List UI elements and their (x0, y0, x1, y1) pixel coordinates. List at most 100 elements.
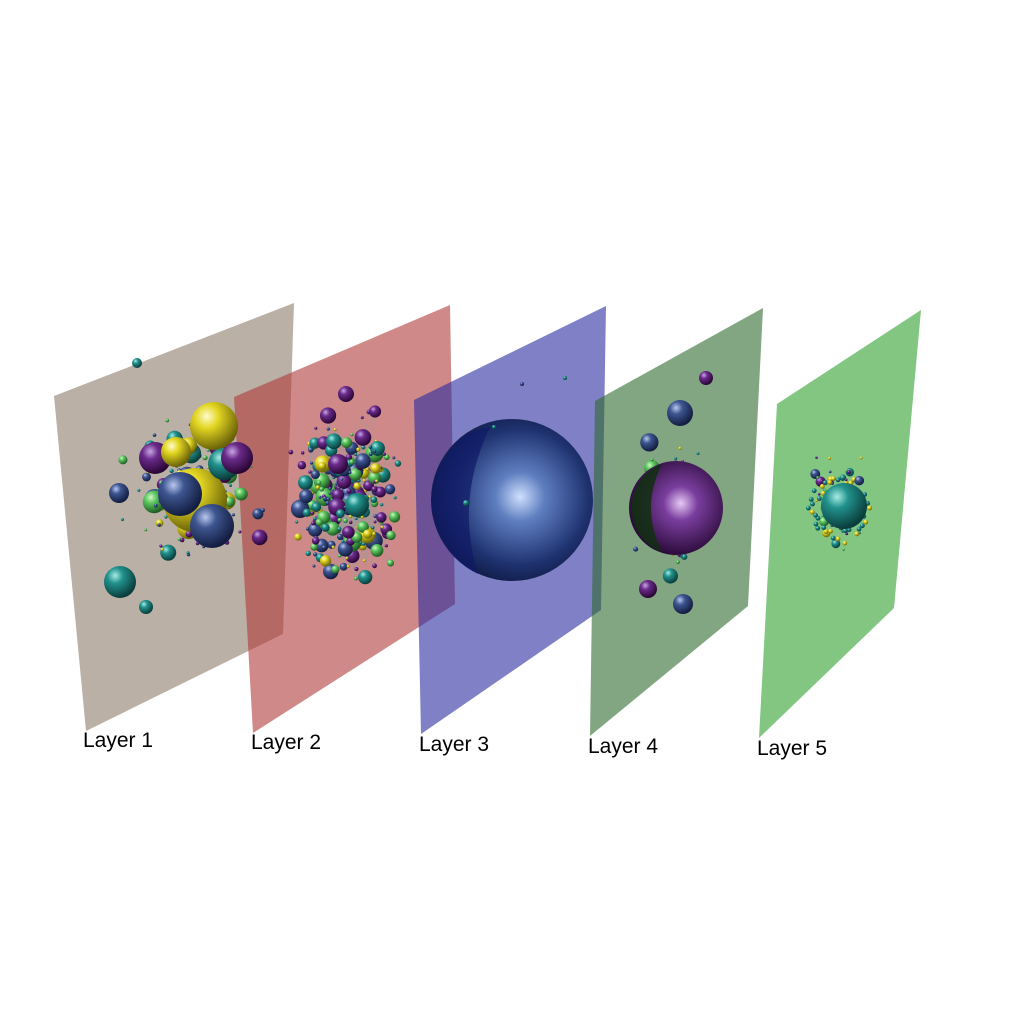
node-sphere (863, 519, 869, 525)
node-sphere (152, 433, 157, 437)
sphere-shadow (431, 427, 490, 574)
node-sphere (351, 531, 363, 543)
node-sphere (313, 516, 317, 521)
node-sphere (822, 480, 828, 486)
node-sphere (298, 475, 313, 491)
node-sphere (831, 539, 841, 549)
node-sphere (380, 525, 384, 529)
node-sphere (375, 479, 379, 483)
node-sphere (835, 477, 841, 483)
node-sphere (311, 521, 316, 526)
node-sphere (319, 486, 325, 492)
node-sphere (315, 485, 320, 490)
layer-4-label: Layer 4 (588, 735, 658, 758)
node-sphere (830, 535, 836, 541)
node-sphere (314, 426, 318, 430)
node-sphere (824, 489, 827, 492)
node-sphere (308, 470, 312, 474)
node-sphere (326, 497, 331, 501)
layer-5-label: Layer 5 (757, 737, 827, 760)
node-sphere (341, 437, 353, 449)
node-sphere (142, 472, 151, 482)
node-sphere (295, 520, 299, 524)
node-sphere (362, 529, 373, 539)
node-sphere (828, 456, 831, 460)
node-sphere (154, 503, 158, 508)
node-sphere (650, 458, 654, 462)
node-sphere (202, 455, 208, 461)
node-sphere (830, 476, 836, 481)
node-sphere (206, 448, 210, 452)
node-sphere (674, 457, 678, 461)
node-sphere (177, 537, 181, 541)
node-sphere (678, 446, 682, 450)
node-sphere (333, 428, 337, 432)
node-sphere (839, 474, 847, 481)
node-sphere (342, 525, 355, 539)
node-sphere (350, 433, 354, 437)
node-sphere (821, 525, 827, 531)
node-sphere (393, 496, 397, 500)
layer-1-hub (158, 472, 202, 516)
node-sphere (322, 496, 328, 501)
node-sphere (676, 560, 680, 564)
node-sphere (159, 544, 163, 548)
node-sphere (813, 521, 819, 527)
node-sphere (311, 536, 320, 545)
node-sphere (854, 531, 860, 537)
node-sphere (463, 500, 469, 506)
node-sphere (362, 479, 366, 483)
node-sphere (311, 502, 322, 512)
node-sphere (492, 425, 496, 429)
node-sphere (346, 564, 350, 568)
node-sphere (345, 556, 349, 560)
node-sphere (856, 526, 862, 532)
node-sphere (186, 551, 190, 555)
node-sphere (326, 433, 342, 450)
node-sphere (808, 496, 814, 502)
node-sphere (305, 550, 311, 557)
node-sphere (386, 559, 395, 567)
node-sphere (331, 488, 345, 502)
node-sphere (819, 483, 825, 489)
node-sphere (380, 503, 384, 507)
node-sphere (816, 476, 820, 479)
node-sphere (319, 555, 332, 567)
node-sphere (325, 500, 330, 506)
node-sphere (823, 529, 829, 534)
layer-3-label: Layer 3 (419, 733, 489, 756)
layer-4-hub (699, 371, 713, 385)
node-sphere (345, 453, 353, 461)
node-sphere (360, 515, 364, 519)
node-sphere (313, 552, 318, 557)
node-sphere (563, 376, 567, 380)
node-sphere (144, 528, 148, 532)
layer-1-label: Layer 1 (83, 729, 153, 752)
node-sphere (370, 544, 384, 557)
node-sphere (169, 468, 174, 474)
node-sphere (336, 509, 345, 518)
node-sphere (336, 533, 344, 541)
node-sphere (312, 564, 316, 568)
node-sphere (354, 452, 358, 457)
layer-1-hub (109, 483, 129, 503)
node-sphere (810, 501, 815, 507)
node-sphere (299, 489, 314, 504)
layer-1-hub (139, 600, 153, 614)
node-sphere (827, 480, 833, 485)
node-sphere (231, 513, 235, 517)
layer-4-hub (673, 594, 693, 614)
node-sphere (372, 531, 376, 536)
layer-5-hub (821, 483, 867, 529)
node-sphere (696, 451, 700, 455)
node-sphere (325, 521, 340, 536)
node-sphere (228, 484, 233, 488)
node-sphere (842, 528, 848, 534)
layer-4-hub (639, 580, 657, 598)
node-sphere (310, 469, 320, 480)
node-sphere (343, 518, 348, 524)
node-sphere (318, 495, 322, 499)
node-sphere (633, 546, 639, 552)
node-sphere (349, 520, 353, 525)
